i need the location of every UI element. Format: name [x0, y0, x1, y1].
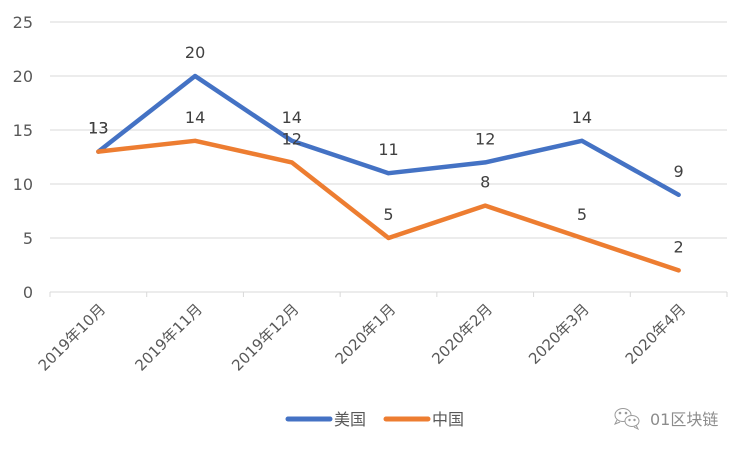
y-tick-label: 0	[23, 283, 33, 302]
y-tick-label: 10	[13, 175, 33, 194]
legend-label-china: 中国	[432, 410, 464, 429]
y-tick-label: 15	[13, 121, 33, 140]
data-label: 8	[480, 173, 490, 192]
data-label: 12	[475, 129, 495, 148]
x-category-label: 2020年4月	[622, 300, 690, 368]
x-category-label: 2019年10月	[35, 300, 109, 374]
data-label: 13	[88, 119, 108, 138]
data-label: 14	[185, 108, 205, 127]
legend: 美国 中国	[285, 410, 464, 429]
data-label: 9	[674, 162, 684, 181]
data-label: 14	[282, 108, 302, 127]
x-category-label: 2020年3月	[525, 300, 593, 368]
watermark-text: 01区块链	[650, 410, 718, 429]
legend-item-usa[interactable]: 美国	[285, 410, 366, 429]
series-line-1	[96, 138, 681, 273]
data-label: 20	[185, 43, 205, 62]
data-label: 2	[674, 237, 684, 256]
x-category-label: 2020年2月	[428, 300, 496, 368]
data-label: 5	[383, 205, 393, 224]
legend-item-china[interactable]: 中国	[383, 410, 464, 429]
x-category-label: 2020年1月	[332, 300, 400, 368]
y-tick-label: 20	[13, 67, 33, 86]
legend-label-usa: 美国	[334, 410, 366, 429]
data-label: 14	[572, 108, 592, 127]
data-label: 11	[378, 140, 398, 159]
x-axis: 2019年10月 2019年11月 2019年12月 2020年1月 2020年2月 20…	[35, 291, 728, 375]
data-label: 13	[88, 119, 108, 138]
series-line-0	[96, 73, 681, 198]
data-label: 12	[282, 129, 302, 148]
x-category-label: 2019年12月	[228, 300, 302, 374]
data-label: 5	[577, 205, 587, 224]
wechat-icon	[613, 408, 640, 431]
watermark: 01区块链	[613, 408, 718, 431]
y-axis-tick-labels: 0 5 10 15 20 25	[13, 13, 33, 302]
series-lines	[96, 73, 681, 273]
x-category-label: 2019年11月	[131, 300, 205, 374]
y-tick-label: 25	[13, 13, 33, 32]
gridlines	[50, 21, 727, 239]
y-tick-label: 5	[23, 229, 33, 248]
